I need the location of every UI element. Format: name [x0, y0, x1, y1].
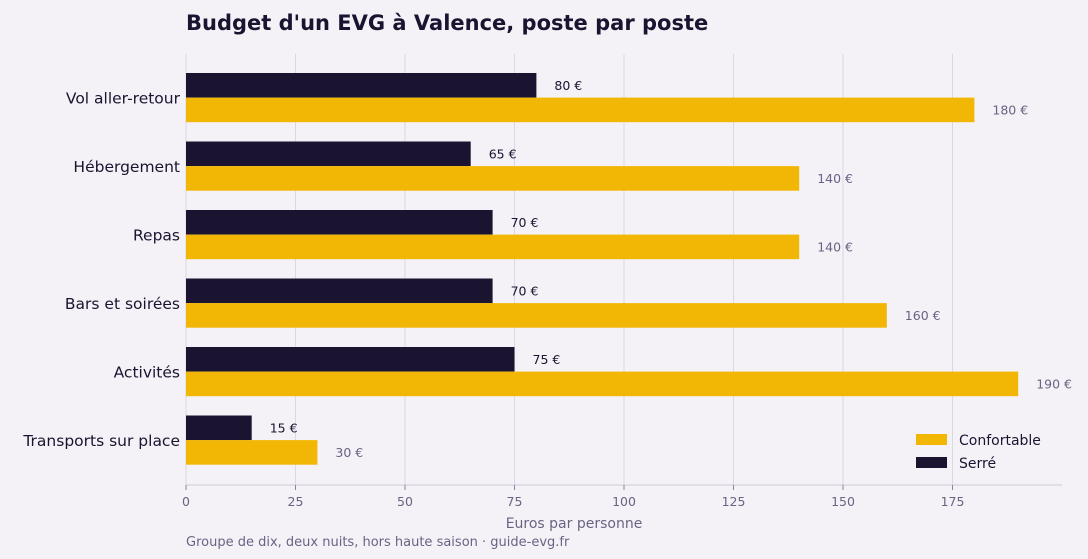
bar-confortable — [186, 440, 318, 465]
x-tick-label: 150 — [831, 494, 855, 509]
legend-label: Confortable — [959, 433, 1041, 449]
data-label-serre: 15 € — [270, 420, 298, 435]
bar-confortable — [186, 303, 887, 328]
data-label-confortable: 140 € — [817, 239, 853, 254]
bar-confortable — [186, 234, 800, 260]
data-label-confortable: 30 € — [335, 445, 363, 460]
data-label-serre: 75 € — [533, 352, 561, 367]
legend-swatch — [916, 434, 947, 445]
bar-confortable — [186, 166, 800, 191]
x-tick-label: 25 — [288, 494, 304, 509]
bar-confortable — [186, 97, 975, 123]
category-label: Vol aller-retour — [66, 90, 181, 108]
data-label-serre: 70 € — [511, 283, 539, 298]
data-label-serre: 65 € — [489, 146, 517, 161]
bars-group: 80 € 180 € 65 € 140 € 70 € 140 € 70 € 160 € 75 €… — [186, 73, 1072, 465]
category-labels: Vol aller-retour Hébergement Repas Bars et … — [22, 90, 180, 451]
bar-confortable — [186, 371, 1019, 397]
data-label-serre: 80 € — [554, 78, 582, 93]
category-label: Hébergement — [73, 158, 180, 176]
chart-caption: Groupe de dix, deux nuits, hors haute sa… — [186, 535, 570, 550]
data-label-confortable: 160 € — [905, 308, 941, 323]
x-tick-label: 0 — [182, 494, 190, 509]
legend-swatch — [916, 457, 947, 468]
x-tick-label: 50 — [397, 494, 413, 509]
data-label-confortable: 140 € — [817, 171, 853, 186]
grid-lines — [185, 54, 953, 485]
bar-serre — [186, 210, 493, 235]
x-axis: 0 25 50 75 100 125 150 175 — [182, 484, 1062, 509]
data-label-serre: 70 € — [511, 215, 539, 230]
chart-title: Budget d'un EVG à Valence, poste par pos… — [186, 11, 708, 35]
legend-label: Serré — [959, 456, 996, 472]
category-label: Bars et soirées — [65, 295, 180, 313]
x-tick-label: 175 — [941, 494, 965, 509]
bar-serre — [186, 73, 537, 98]
x-tick-label: 75 — [507, 494, 523, 509]
category-label: Activités — [114, 364, 180, 382]
x-tick-label: 125 — [722, 494, 746, 509]
bar-serre — [186, 141, 471, 167]
bar-serre — [186, 415, 252, 441]
x-axis-label: Euros par personne — [506, 516, 643, 532]
category-label: Transports sur place — [22, 432, 180, 450]
data-label-confortable: 180 € — [992, 102, 1028, 117]
bar-serre — [186, 278, 493, 304]
legend: Confortable Serré — [916, 433, 1041, 472]
category-label: Repas — [133, 227, 180, 245]
x-tick-label: 100 — [612, 494, 636, 509]
data-label-confortable: 190 € — [1036, 376, 1072, 391]
bar-serre — [186, 347, 515, 372]
